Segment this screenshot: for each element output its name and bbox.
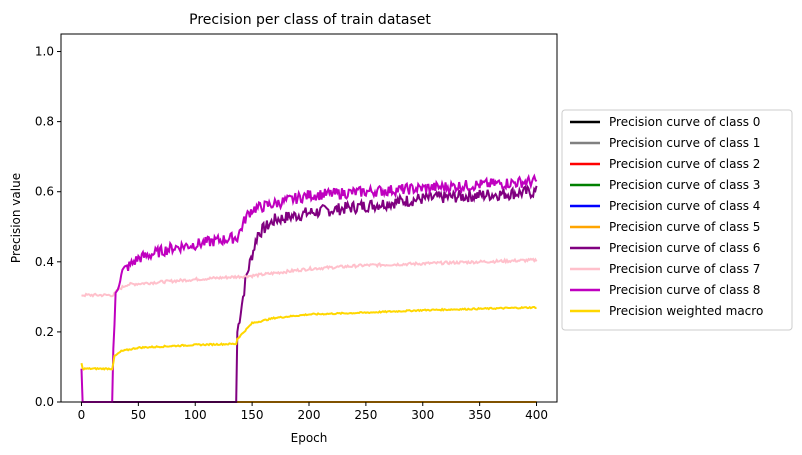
legend-label: Precision curve of class 6: [609, 241, 760, 255]
x-tick-label: 300: [411, 408, 434, 422]
legend-label: Precision curve of class 2: [609, 157, 760, 171]
y-tick-label: 0.4: [35, 255, 54, 269]
y-tick-label: 0.0: [35, 395, 54, 409]
legend-label: Precision curve of class 0: [609, 115, 760, 129]
x-tick-label: 200: [298, 408, 321, 422]
x-axis-label: Epoch: [291, 431, 328, 445]
series-line-7: [81, 257, 538, 298]
x-axis: 0 50 100 150 200 250 300 350 400: [78, 402, 548, 422]
x-tick-label: 100: [184, 408, 207, 422]
series-line-9: [80, 305, 537, 371]
y-tick-label: 0.6: [35, 185, 54, 199]
legend-label: Precision weighted macro: [609, 304, 763, 318]
y-axis: 0.0 0.2 0.4 0.6 0.8 1.0: [35, 45, 61, 409]
plot-lines: [80, 173, 538, 403]
x-tick-label: 250: [354, 408, 377, 422]
legend-label: Precision curve of class 4: [609, 199, 760, 213]
plot-frame: [60, 33, 558, 403]
legend: Precision curve of class 0 Precision curv…: [561, 109, 793, 331]
x-tick-label: 350: [468, 408, 491, 422]
series-line-8: [80, 173, 538, 403]
x-tick-label: 150: [241, 408, 264, 422]
legend-label: Precision curve of class 8: [609, 283, 760, 297]
x-tick-label: 0: [78, 408, 86, 422]
legend-box: [561, 109, 793, 331]
y-axis-label: Precision value: [9, 173, 23, 263]
x-tick-label: 50: [131, 408, 146, 422]
chart-title: Precision per class of train dataset: [189, 12, 431, 28]
y-tick-label: 0.8: [35, 115, 54, 129]
legend-label: Precision curve of class 3: [609, 178, 760, 192]
y-tick-label: 1.0: [35, 45, 54, 59]
y-tick-label: 0.2: [35, 325, 54, 339]
series-line-6: [81, 183, 538, 403]
legend-label: Precision curve of class 5: [609, 220, 760, 234]
x-tick-label: 400: [525, 408, 548, 422]
legend-label: Precision curve of class 1: [609, 136, 760, 150]
legend-label: Precision curve of class 7: [609, 262, 760, 276]
